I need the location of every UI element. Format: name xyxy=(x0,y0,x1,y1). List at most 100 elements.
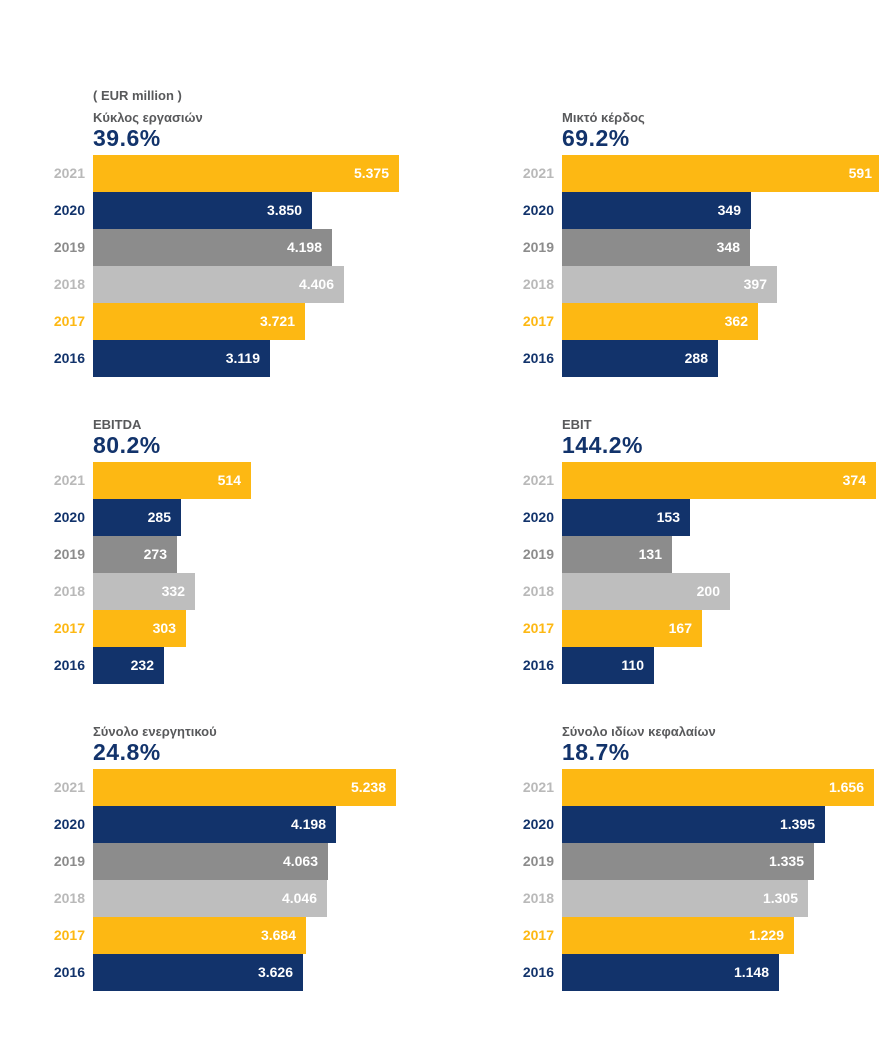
bar-2020: 4.198 xyxy=(93,806,336,843)
year-label-2020: 2020 xyxy=(53,816,85,832)
bar-row-2021: 2021 591 xyxy=(523,155,879,192)
bar-row-2021: 2021 374 xyxy=(523,462,879,499)
chart-title: EBIT xyxy=(562,417,592,432)
bar-row-2019: 2019 1.335 xyxy=(523,843,879,880)
bar-2017: 303 xyxy=(93,610,186,647)
value-label-2019: 273 xyxy=(143,546,167,562)
year-label-2019: 2019 xyxy=(522,239,554,255)
year-label-2021: 2021 xyxy=(522,779,554,795)
bar-2021: 591 xyxy=(562,155,879,192)
year-label-2018: 2018 xyxy=(522,890,554,906)
bar-2019: 4.198 xyxy=(93,229,332,266)
year-label-2017: 2017 xyxy=(522,620,554,636)
value-label-2018: 4.406 xyxy=(298,276,334,292)
value-label-2018: 1.305 xyxy=(762,890,798,906)
year-label-2021: 2021 xyxy=(53,472,85,488)
bar-row-2017: 2017 167 xyxy=(523,610,879,647)
bar-2017: 3.684 xyxy=(93,917,306,954)
year-label-2017: 2017 xyxy=(53,927,85,943)
bar-row-2019: 2019 348 xyxy=(523,229,879,266)
chart-title: EBITDA xyxy=(93,417,142,432)
unit-label: ( EUR million ) xyxy=(93,88,182,103)
bar-2020: 3.850 xyxy=(93,192,312,229)
value-label-2020: 3.850 xyxy=(266,202,302,218)
year-label-2017: 2017 xyxy=(53,620,85,636)
year-label-2016: 2016 xyxy=(522,657,554,673)
bar-2017: 362 xyxy=(562,303,758,340)
value-label-2017: 167 xyxy=(668,620,692,636)
bar-row-2016: 2016 1.148 xyxy=(523,954,879,991)
change-percent: 18.7% xyxy=(562,739,630,765)
bar-row-2019: 2019 131 xyxy=(523,536,879,573)
bar-2021: 5.238 xyxy=(93,769,396,806)
bar-rows: 2021 5.375 2020 3.850 2019 4.198 2018 4.406 2017… xyxy=(54,155,453,377)
value-label-2016: 232 xyxy=(130,657,154,673)
bar-2020: 285 xyxy=(93,499,181,536)
bar-2017: 3.721 xyxy=(93,303,305,340)
value-label-2016: 1.148 xyxy=(733,964,769,980)
change-percent: 69.2% xyxy=(562,125,630,151)
bar-2021: 1.656 xyxy=(562,769,874,806)
value-label-2021: 591 xyxy=(848,165,872,181)
bar-row-2017: 2017 303 xyxy=(54,610,453,647)
bar-row-2018: 2018 4.406 xyxy=(54,266,453,303)
bar-row-2018: 2018 332 xyxy=(54,573,453,610)
bar-2016: 3.119 xyxy=(93,340,270,377)
bar-row-2020: 2020 1.395 xyxy=(523,806,879,843)
chart-title: Σύνολο ιδίων κεφαλαίων xyxy=(562,724,716,739)
bar-2018: 1.305 xyxy=(562,880,808,917)
value-label-2017: 3.684 xyxy=(260,927,296,943)
bar-2019: 273 xyxy=(93,536,177,573)
year-label-2020: 2020 xyxy=(53,509,85,525)
bar-row-2020: 2020 3.850 xyxy=(54,192,453,229)
value-label-2016: 3.626 xyxy=(257,964,293,980)
bar-2019: 4.063 xyxy=(93,843,328,880)
bar-row-2017: 2017 1.229 xyxy=(523,917,879,954)
value-label-2019: 131 xyxy=(638,546,662,562)
year-label-2021: 2021 xyxy=(522,472,554,488)
bar-2016: 110 xyxy=(562,647,654,684)
value-label-2019: 4.198 xyxy=(286,239,322,255)
year-label-2020: 2020 xyxy=(522,816,554,832)
value-label-2019: 4.063 xyxy=(282,853,318,869)
year-label-2016: 2016 xyxy=(522,350,554,366)
change-percent: 144.2% xyxy=(562,432,644,458)
bar-row-2021: 2021 1.656 xyxy=(523,769,879,806)
bar-2019: 1.335 xyxy=(562,843,814,880)
bar-rows: 2021 514 2020 285 2019 273 2018 332 2017 303 2016 2… xyxy=(54,462,453,684)
bar-2021: 5.375 xyxy=(93,155,399,192)
year-label-2018: 2018 xyxy=(522,583,554,599)
year-label-2021: 2021 xyxy=(53,165,85,181)
chart-title: Μικτό κέρδος xyxy=(562,110,645,125)
bar-row-2019: 2019 4.063 xyxy=(54,843,453,880)
bar-2016: 1.148 xyxy=(562,954,779,991)
bar-row-2016: 2016 288 xyxy=(523,340,879,377)
bar-row-2020: 2020 4.198 xyxy=(54,806,453,843)
year-label-2020: 2020 xyxy=(522,509,554,525)
year-label-2019: 2019 xyxy=(53,546,85,562)
year-label-2021: 2021 xyxy=(53,779,85,795)
value-label-2021: 514 xyxy=(217,472,241,488)
value-label-2021: 5.375 xyxy=(353,165,389,181)
bar-2018: 397 xyxy=(562,266,777,303)
change-percent: 80.2% xyxy=(93,432,161,458)
bar-2021: 374 xyxy=(562,462,876,499)
value-label-2018: 4.046 xyxy=(281,890,317,906)
bar-row-2016: 2016 3.119 xyxy=(54,340,453,377)
bar-2021: 514 xyxy=(93,462,251,499)
value-label-2017: 303 xyxy=(152,620,176,636)
year-label-2019: 2019 xyxy=(522,853,554,869)
bar-row-2020: 2020 349 xyxy=(523,192,879,229)
value-label-2020: 153 xyxy=(656,509,680,525)
year-label-2017: 2017 xyxy=(522,927,554,943)
bar-2018: 4.406 xyxy=(93,266,344,303)
value-label-2017: 3.721 xyxy=(259,313,295,329)
bar-row-2021: 2021 514 xyxy=(54,462,453,499)
bar-rows: 2021 591 2020 349 2019 348 2018 397 2017 362 2016 2… xyxy=(523,155,879,377)
bar-row-2019: 2019 273 xyxy=(54,536,453,573)
bar-2020: 153 xyxy=(562,499,690,536)
year-label-2020: 2020 xyxy=(522,202,554,218)
bar-2017: 167 xyxy=(562,610,702,647)
value-label-2019: 1.335 xyxy=(768,853,804,869)
value-label-2021: 1.656 xyxy=(828,779,864,795)
